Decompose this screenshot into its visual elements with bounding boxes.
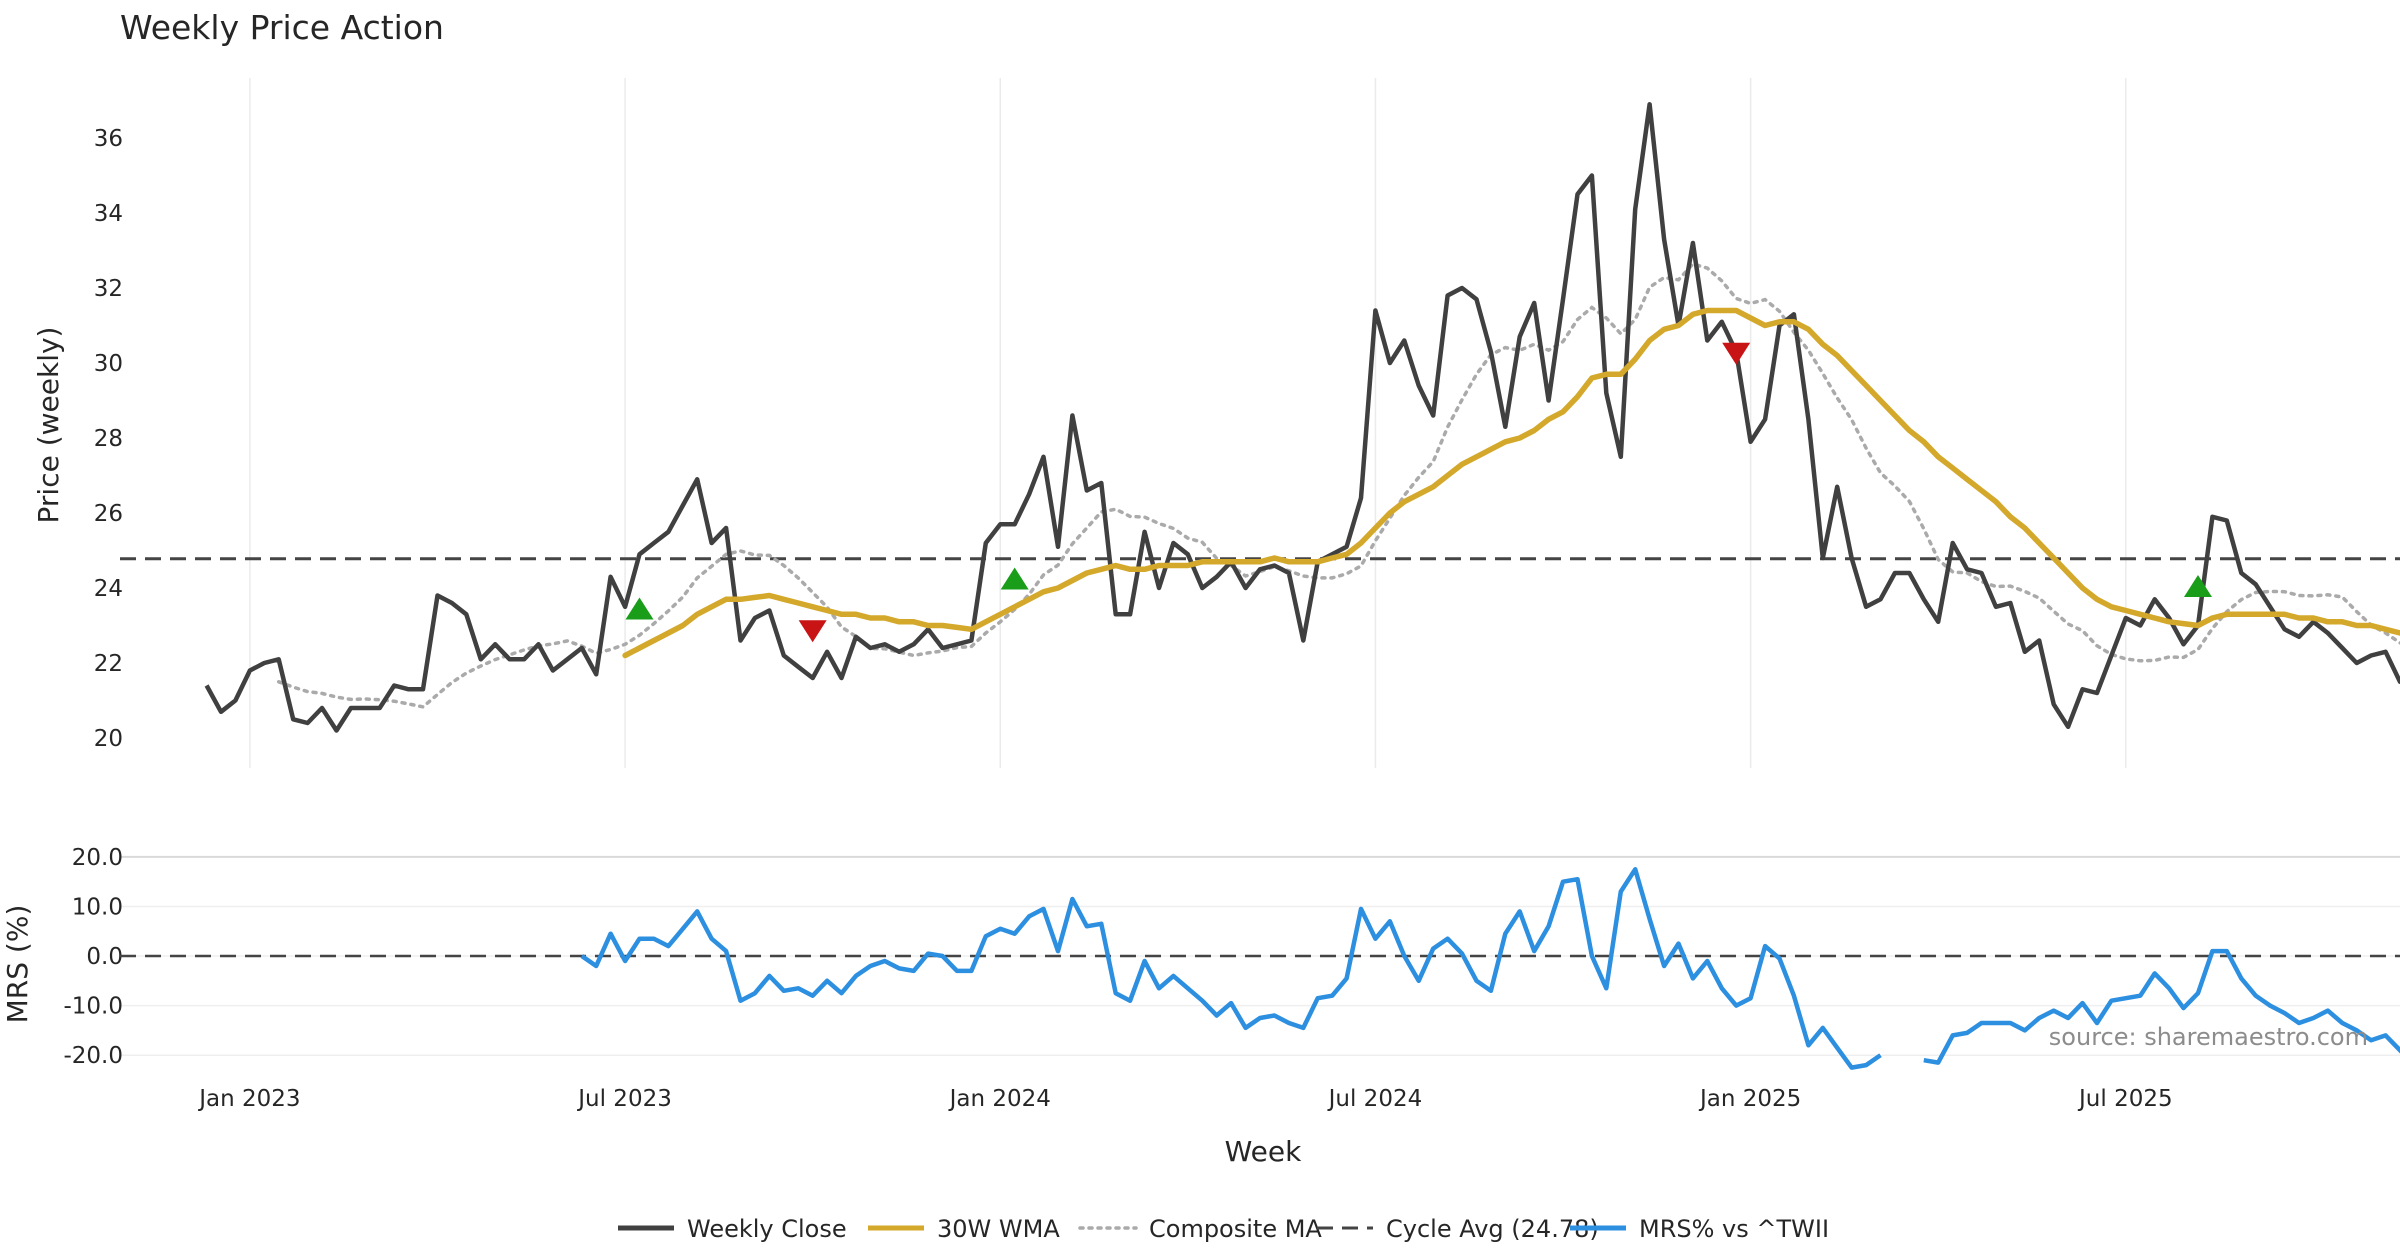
- price-y-axis-label: Price (weekly): [32, 327, 65, 524]
- wma-30-line: [622, 307, 2400, 659]
- price-y-tick-label: 24: [94, 576, 123, 602]
- price-y-tick-label: 30: [94, 351, 123, 377]
- price-series-group: [120, 102, 2400, 733]
- mrs-y-tick-label: 0.0: [86, 944, 123, 970]
- mrs-y-axis-label: MRS (%): [1, 905, 34, 1024]
- sell-signal-marker: [1722, 342, 1751, 365]
- legend-label: 30W WMA: [937, 1215, 1060, 1243]
- signal-markers: [625, 342, 2212, 643]
- legend-label: Cycle Avg (24.78): [1386, 1215, 1599, 1243]
- price-y-tick-label: 26: [94, 501, 123, 527]
- mrs-line: [580, 867, 2400, 1070]
- price-y-tick-label: 28: [94, 426, 123, 452]
- price-y-tick-label: 22: [94, 651, 123, 677]
- price-y-tick-label: 34: [94, 201, 123, 227]
- price-y-tick-label: 36: [94, 126, 123, 152]
- price-y-ticks: 20 22 24 26 28 30 32 34 36: [94, 126, 123, 752]
- price-y-tick-label: 32: [94, 276, 123, 302]
- legend-label: Weekly Close: [687, 1215, 847, 1243]
- buy-signal-marker: [625, 597, 654, 620]
- buy-signal-marker: [2183, 575, 2212, 597]
- chart-title: Weekly Price Action: [120, 8, 444, 47]
- buy-signal-marker: [1000, 567, 1029, 590]
- mrs-y-tick-label: 10.0: [72, 894, 123, 920]
- source-annotation: source: sharemaestro.com: [2049, 1023, 2368, 1051]
- mrs-series-group: [120, 867, 2400, 1070]
- mrs-y-tick-label: -10.0: [63, 994, 123, 1020]
- price-y-tick-label: 20: [94, 726, 123, 752]
- weekly-close-line: [204, 102, 2400, 733]
- legend-label: MRS% vs ^TWII: [1639, 1215, 1829, 1243]
- x-tick-label: Jul 2024: [1327, 1086, 1423, 1112]
- x-tick-label: Jul 2023: [576, 1086, 672, 1112]
- x-tick-label: Jan 2023: [197, 1086, 300, 1112]
- x-axis-label: Week: [1225, 1135, 1302, 1168]
- mrs-y-ticks: 20.0 10.0 0.0 -10.0 -20.0: [63, 845, 123, 1069]
- mrs-y-tick-label: -20.0: [63, 1043, 123, 1069]
- sell-signal-marker: [798, 620, 827, 643]
- composite-ma-line: [276, 262, 2400, 709]
- x-ticks: Jan 2023 Jul 2023 Jan 2024 Jul 2024 Jan 2025…: [197, 1086, 2172, 1112]
- legend-label: Composite MA: [1149, 1215, 1322, 1243]
- x-tick-label: Jan 2025: [1698, 1086, 1801, 1112]
- mrs-y-tick-label: 20.0: [72, 845, 123, 871]
- x-tick-label: Jul 2025: [2077, 1086, 2173, 1112]
- x-tick-label: Jan 2024: [948, 1086, 1051, 1112]
- price-gridlines: [249, 78, 2127, 768]
- legend: Weekly Close 30W WMA Composite MA Cycle Avg…: [618, 1215, 1829, 1243]
